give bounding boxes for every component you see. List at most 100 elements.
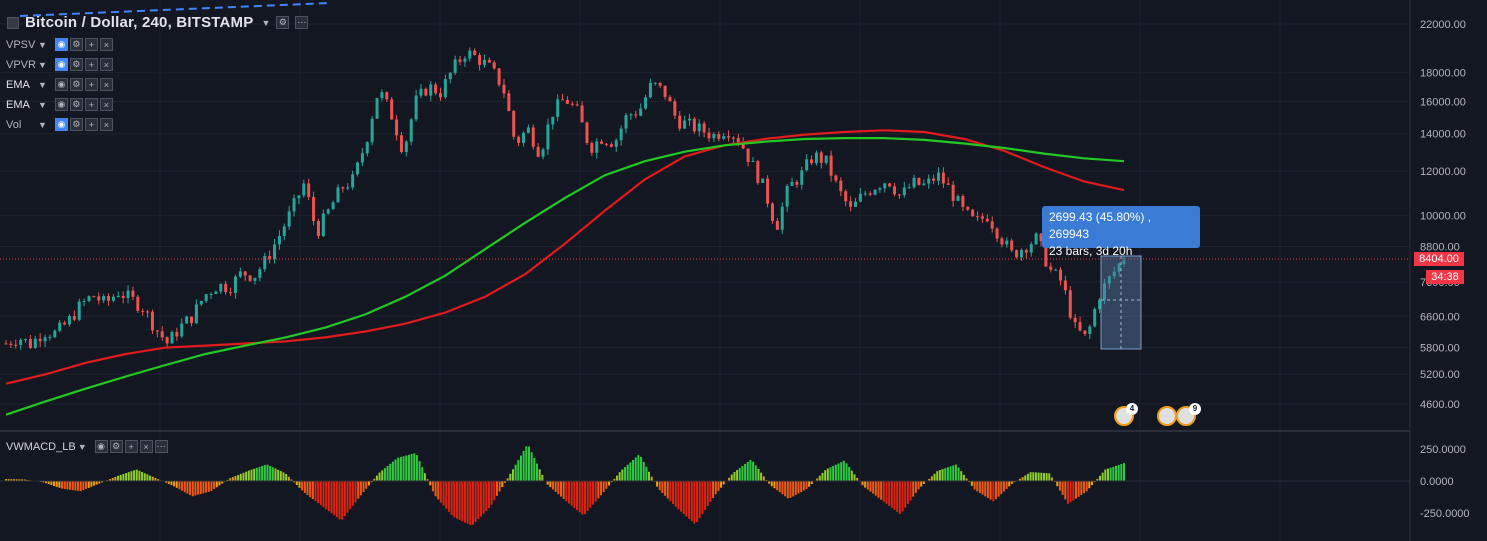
candle-body [297,195,301,199]
add-icon[interactable]: + [84,38,98,51]
indicator-name[interactable]: EMA [6,78,30,91]
indicator-name[interactable]: Vol [6,118,22,131]
macd-bar [226,479,229,481]
chart-grid [0,0,1410,541]
close-icon[interactable]: × [99,78,113,91]
more-icon[interactable]: ⋯ [295,16,309,29]
macd-bar [522,450,525,481]
close-icon[interactable]: × [99,98,113,111]
macd-bar [754,465,757,481]
add-icon[interactable]: + [124,440,138,453]
macd-bar [602,481,605,493]
indicator-row-ema-1[interactable]: EMA ▼ ◉ ⚙ + × [6,78,113,91]
close-icon[interactable]: × [99,38,113,51]
chevron-down-icon[interactable]: ▼ [38,39,47,50]
indicator-row-ema-2[interactable]: EMA ▼ ◉ ⚙ + × [6,98,113,111]
macd-bar [962,474,965,481]
more-icon[interactable]: ⋯ [154,440,168,453]
add-icon[interactable]: + [84,118,98,131]
settings-icon[interactable]: ⚙ [109,440,123,453]
macd-bar [559,481,562,497]
settings-icon[interactable]: ⚙ [69,38,83,51]
macd-name[interactable]: VWMACD_LB [6,440,76,453]
settings-icon[interactable]: ⚙ [69,58,83,71]
chevron-down-icon[interactable]: ▼ [77,441,87,452]
us-flag-event-icon[interactable] [1157,406,1177,426]
add-icon[interactable]: + [84,98,98,111]
macd-bar [1098,475,1101,481]
candle-body [409,119,413,142]
macd-bar [882,481,885,502]
symbol-title[interactable]: Bitcoin / Dollar, 240, BITSTAMP [25,14,254,31]
macd-bar [333,481,336,516]
macd-bar [330,481,333,514]
candle-body [1015,250,1019,258]
candle-body [439,93,443,98]
macd-bar [1002,481,1005,492]
macd-bar [573,481,576,508]
indicator-row-vpsv[interactable]: VPSV ▼ ◉ ⚙ + × [6,38,113,51]
macd-bar [1112,466,1115,481]
candle-body [990,221,994,229]
macd-bar [135,469,138,481]
candle-body [517,136,521,143]
eye-icon[interactable]: ◉ [54,78,68,91]
macd-bar [437,481,440,500]
macd-bar [709,481,712,502]
indicator-name[interactable]: EMA [6,98,30,111]
macd-bar [538,469,541,481]
macd-bar [853,474,856,481]
chevron-down-icon[interactable]: ▼ [261,17,271,28]
candle-body [141,310,145,312]
add-icon[interactable]: + [84,58,98,71]
indicator-row-vpvr[interactable]: VPVR ▼ ◉ ⚙ + × [6,58,113,71]
settings-icon[interactable]: ⚙ [69,118,83,131]
settings-icon[interactable]: ⚙ [69,98,83,111]
eye-icon[interactable]: ◉ [54,118,68,131]
candle-body [844,191,848,202]
indicator-name[interactable]: VPVR [6,58,36,71]
settings-icon[interactable]: ⚙ [276,16,290,29]
candle-body [77,301,81,320]
macd-bar [487,481,490,509]
macd-bar [418,461,421,481]
eye-icon[interactable]: ◉ [54,38,68,51]
indicator-row-vol[interactable]: Vol ▼ ◉ ⚙ + × [6,118,113,131]
add-icon[interactable]: + [84,78,98,91]
macd-bar [1010,481,1013,484]
macd-bar [423,473,426,481]
candle-body [941,172,945,184]
eye-icon[interactable]: ◉ [54,58,68,71]
candle-body [346,187,350,189]
indicator-name[interactable]: VPSV [6,38,36,51]
macd-bar [175,481,178,488]
macd-bar [861,481,864,486]
close-icon[interactable]: × [139,440,153,453]
measure-range-box[interactable] [1100,255,1142,350]
macd-bar [285,474,288,481]
chevron-down-icon[interactable]: ▼ [38,59,47,70]
macd-bar [327,481,330,512]
chevron-down-icon[interactable]: ▼ [38,99,47,110]
event-count-badge: 9 [1189,403,1201,415]
eye-icon[interactable]: ◉ [54,98,68,111]
macd-bar [733,472,736,481]
candle-body [541,149,545,157]
collapse-icon[interactable] [7,16,19,29]
eye-icon[interactable]: ◉ [94,440,108,453]
candle-body [961,196,965,207]
candle-body [48,337,52,339]
close-icon[interactable]: × [99,58,113,71]
chevron-down-icon[interactable]: ▼ [38,79,47,90]
macd-bar [685,481,688,517]
macd-bar [95,481,98,485]
close-icon[interactable]: × [99,118,113,131]
macd-bar [407,454,410,481]
macd-bar [191,481,194,497]
chevron-down-icon[interactable]: ▼ [38,119,47,130]
settings-icon[interactable]: ⚙ [69,78,83,91]
candle-body [14,344,18,346]
macd-bar [576,481,579,511]
candle-body [692,118,696,132]
